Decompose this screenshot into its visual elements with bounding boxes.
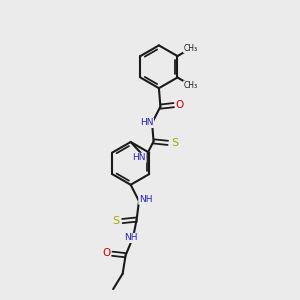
Text: NH: NH xyxy=(124,233,137,242)
Text: CH₃: CH₃ xyxy=(184,81,198,90)
Text: S: S xyxy=(112,216,119,226)
Text: CH₃: CH₃ xyxy=(184,44,198,52)
Text: HN: HN xyxy=(140,118,154,127)
Text: S: S xyxy=(171,138,178,148)
Text: O: O xyxy=(102,248,110,258)
Text: NH: NH xyxy=(139,195,152,204)
Text: HN: HN xyxy=(133,153,146,162)
Text: O: O xyxy=(176,100,184,110)
